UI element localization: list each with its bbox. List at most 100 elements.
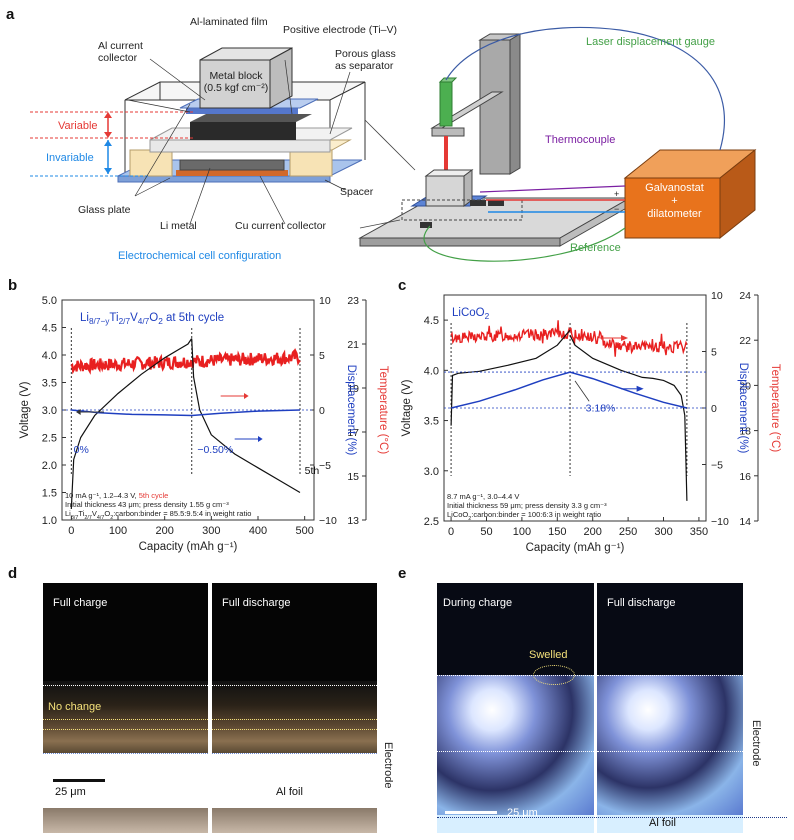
y-tick-label-temp-c: 16 — [739, 471, 751, 483]
d-no-change: No change — [48, 701, 102, 713]
e-right-title: Full discharge — [607, 597, 676, 609]
chart-c-note-3-part: :carbon:binder = 100:6:3 in weight ratio — [471, 510, 601, 519]
label-positive-electrode: Positive electrode (Ti–V) — [283, 24, 397, 36]
e-scale-bar — [445, 811, 497, 814]
y-tick-label-temp-b: 15 — [347, 471, 359, 483]
y-axis-title-temp-c: Temperature (°C) — [769, 364, 781, 452]
label-al-laminated-film: Al-laminated film — [190, 16, 268, 28]
y-tick-label-disp-c: 10 — [711, 290, 723, 302]
variable-marker — [30, 111, 195, 139]
chart-b-note-1: 10 mA g⁻¹, 1.2–4.3 V, 5th cycle — [65, 491, 168, 500]
chart-b-note-2: Initial thickness 43 μm; press density 1… — [65, 500, 229, 509]
chart-b-note-3-part: 2 — [110, 515, 113, 521]
e-electrode-label-wrap: Electrode — [748, 720, 762, 810]
metal-block-line1: Metal block — [209, 70, 263, 82]
chart-b-note-3-part: V — [92, 509, 97, 518]
voltage-charge-series-b — [70, 338, 193, 510]
y-tick-label-temp-c: 24 — [739, 290, 751, 302]
y-tick-label-disp-c: 5 — [711, 347, 717, 359]
label-li-metal: Li metal — [160, 220, 197, 232]
y-axis-title-temp-b: Temperature (°C) — [377, 366, 389, 454]
e-baseline — [437, 817, 787, 818]
micrograph-d-right: Full discharge Al foil — [212, 583, 377, 833]
y-axis-title-voltage-c: Voltage (V) — [401, 379, 413, 436]
displacement-series-c — [450, 371, 688, 409]
y-tick-label-voltage-c: 4.0 — [424, 365, 439, 377]
y-tick-label-voltage-c: 4.5 — [424, 315, 439, 327]
metal-block-line2: (0.5 kgf cm⁻²) — [203, 82, 269, 94]
micrograph-e-right: Full discharge Al foil — [597, 583, 743, 833]
arrowhead-c-disp — [636, 385, 644, 392]
y-tick-label-voltage-b: 2.0 — [42, 460, 57, 472]
y-tick-label-temp-b: 13 — [347, 515, 359, 527]
voltage-discharge-series-c — [569, 334, 688, 501]
annotation-b-5th: 5th — [305, 465, 320, 477]
x-tick-label-c: 350 — [690, 526, 708, 538]
chart-b-note-1-red: 5th cycle — [139, 491, 169, 500]
y-tick-label-disp-b: 0 — [319, 405, 325, 417]
e-left-title: During charge — [443, 597, 513, 609]
e-swelled: Swelled — [529, 649, 568, 661]
spacer-left — [129, 149, 173, 177]
annotation-c-max: 3.18% — [586, 402, 616, 414]
y-tick-label-voltage-b: 1.5 — [42, 488, 57, 500]
x-tick-label-c: 150 — [548, 526, 566, 538]
y-tick-label-disp-b: −10 — [319, 515, 337, 527]
y-axis-title-disp-c: Displacement (%) — [737, 363, 749, 454]
chart-c-note-2: Initial thickness 59 μm; press density 3… — [447, 501, 607, 510]
y-tick-label-voltage-c: 3.5 — [424, 416, 439, 428]
displacement-series-b — [71, 409, 301, 417]
chart-c-title-part: 2 — [485, 312, 490, 321]
chart-b-title-part: at 5th cycle — [163, 312, 224, 324]
label-invariable: Invariable — [46, 152, 94, 164]
chart-b-note-3-part: Li — [65, 509, 71, 518]
y-tick-label-temp-c: 14 — [739, 516, 751, 528]
cu-collector — [176, 170, 288, 176]
x-axis-title-b: Capacity (mAh g⁻¹) — [139, 541, 238, 553]
x-tick-label-b: 400 — [249, 525, 267, 537]
y-axis-title-disp-b: Displacement (%) — [345, 365, 357, 456]
y-tick-label-voltage-b: 4.0 — [42, 350, 57, 362]
label-laser-gauge: Laser displacement gauge — [586, 36, 716, 48]
chart-b-note-3-part: 4/7 — [97, 515, 105, 521]
chart-b-title-part: 2 — [158, 317, 163, 326]
galvanostat-line2: + — [671, 195, 678, 207]
chart-b-title-part: Li — [80, 312, 89, 324]
chart-b-title-part: Ti — [109, 312, 118, 324]
chart-c-title-part: LiCoO — [452, 307, 485, 319]
chart-c-note-3: LiCoO2:carbon:binder = 100:6:3 in weight… — [447, 510, 601, 522]
arrowhead-b-temp — [244, 393, 249, 399]
y-tick-label-temp-c: 22 — [739, 335, 751, 347]
porous-glass — [149, 139, 331, 153]
temperature-series-c — [450, 320, 688, 357]
chart-b-title: Li8/7−yTi2/7V4/7O2 at 5th cycle — [80, 312, 224, 326]
x-tick-label-b: 0 — [68, 525, 74, 537]
y-tick-label-disp-b: −5 — [319, 460, 331, 472]
y-tick-label-temp-b: 21 — [347, 339, 359, 351]
label-galvanostat: Galvanostat + dilatometer — [627, 182, 722, 221]
label-reference: Reference — [570, 242, 621, 254]
y-tick-label-voltage-b: 1.0 — [42, 515, 57, 527]
y-tick-label-voltage-b: 3.0 — [42, 405, 57, 417]
chart-c-title: LiCoO2 — [452, 307, 490, 321]
annotation-b-min: −0.50% — [197, 444, 233, 456]
chart-b-title-part: 2/7 — [119, 317, 131, 326]
y-tick-label-disp-c: 0 — [711, 403, 717, 415]
galvanostat-line1: Galvanostat — [645, 182, 704, 194]
x-tick-label-b: 500 — [295, 525, 313, 537]
chart-c-note-1: 8.7 mA g⁻¹, 3.0–4.4 V — [447, 492, 519, 501]
li-metal — [179, 159, 285, 171]
label-cu-collector: Cu current collector — [235, 220, 327, 232]
chart-b-note-3-part: :carbon:binder = 85.5:9.5:4 in weight ra… — [113, 509, 251, 518]
chart-b: 0 100 200 300 400 5001.01.52.02.53.03.54.04.5… — [19, 295, 389, 553]
porous-glass-line2: as separator — [335, 60, 394, 72]
d-electrode-label: Electrode — [382, 742, 394, 789]
annotation-c-leader — [574, 380, 590, 402]
spacer-right — [289, 149, 333, 177]
x-tick-label-b: 100 — [109, 525, 127, 537]
chart-b-note-3: Li8/7Ti2/7V4/7O2:carbon:binder = 85.5:9.… — [65, 509, 251, 521]
voltage-discharge-series-b — [191, 338, 301, 494]
d-al-foil: Al foil — [276, 786, 303, 798]
d-left-title: Full charge — [53, 597, 108, 609]
arrowhead-b-voltage — [76, 409, 81, 415]
